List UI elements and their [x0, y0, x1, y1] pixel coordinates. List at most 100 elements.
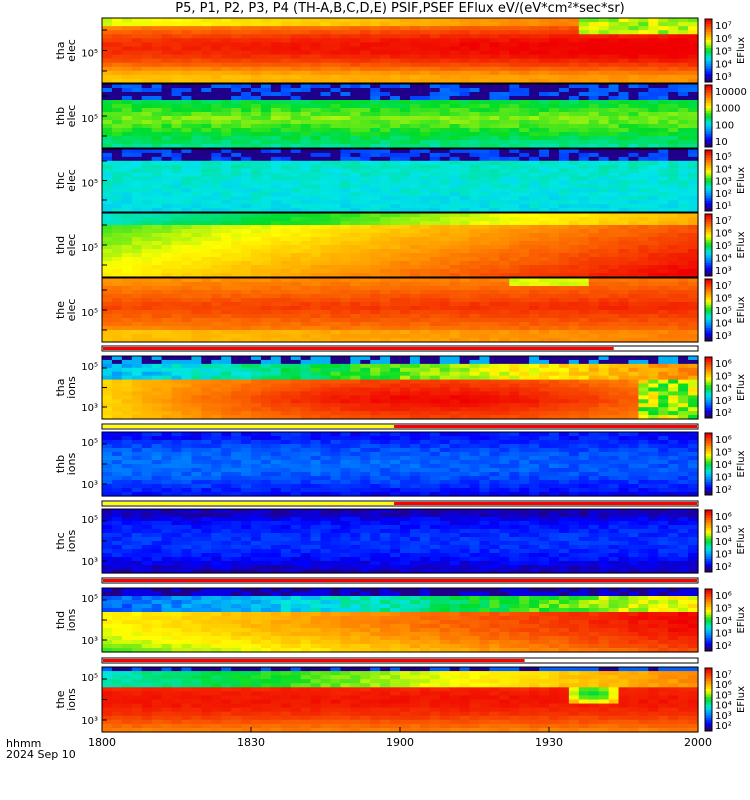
heatmap-cell — [370, 38, 381, 43]
heatmap-cell — [320, 233, 332, 238]
heatmap-cell — [568, 88, 580, 93]
heatmap-cell — [628, 326, 639, 331]
heatmap-cell — [588, 66, 600, 72]
heatmap-cell — [231, 237, 242, 242]
heatmap-cell — [131, 172, 143, 178]
heatmap-cell — [549, 100, 560, 105]
heatmap-cell — [479, 160, 490, 166]
heatmap-cell — [529, 192, 540, 197]
heatmap-cell — [340, 78, 351, 84]
heatmap-cell — [370, 112, 381, 117]
heatmap-cell — [499, 290, 510, 295]
heatmap-cell — [558, 30, 570, 35]
heatmap-cell — [578, 116, 590, 121]
heatmap-cell — [479, 221, 490, 226]
heatmap-cell — [290, 245, 302, 250]
heatmap-cell — [370, 152, 381, 158]
heatmap-cell — [598, 26, 610, 31]
heatmap-cell — [350, 273, 361, 278]
heatmap-cell — [350, 290, 361, 295]
heatmap-cell — [131, 92, 143, 97]
heatmap-cell — [608, 204, 620, 209]
heatmap-cell — [449, 168, 461, 174]
heatmap-cell — [300, 116, 312, 121]
heatmap-cell — [648, 290, 659, 295]
heatmap-cell — [251, 237, 262, 242]
heatmap-cell — [549, 46, 560, 52]
heatmap-cell — [211, 241, 222, 246]
heatmap-cell — [151, 314, 163, 319]
heatmap-cell — [578, 22, 590, 27]
heatmap-cell — [251, 269, 262, 274]
heatmap-cell — [260, 104, 272, 109]
heatmap-cell — [231, 74, 242, 80]
heatmap-cell — [558, 58, 570, 64]
heatmap-cell — [231, 310, 242, 315]
heatmap-cell — [350, 18, 361, 23]
heatmap-cell — [429, 314, 441, 319]
heatmap-cell — [598, 124, 610, 129]
heatmap-cell — [598, 184, 610, 189]
heatmap-cell — [121, 74, 133, 80]
colorbar-swatch — [705, 299, 712, 303]
heatmap-cell — [459, 132, 471, 137]
heatmap-cell — [340, 18, 351, 23]
heatmap-cell — [201, 66, 212, 72]
heatmap-cell — [191, 156, 202, 162]
heatmap-cell — [568, 290, 580, 295]
heatmap-cell — [638, 217, 649, 222]
heatmap-cell — [330, 278, 341, 283]
heatmap-cell — [330, 286, 341, 291]
colorbar-swatch — [705, 63, 712, 67]
heatmap-cell — [171, 192, 183, 197]
heatmap-cell — [568, 233, 580, 238]
heatmap-cell — [658, 326, 669, 331]
colorbar-swatch — [705, 85, 712, 89]
heatmap-cell — [638, 160, 649, 166]
heatmap-cell — [330, 257, 341, 262]
heatmap-cell — [102, 172, 113, 178]
heatmap-cell — [489, 18, 500, 23]
heatmap-cell — [111, 245, 123, 250]
heatmap-cell — [241, 326, 252, 331]
heatmap-cell — [618, 58, 630, 64]
heatmap-cell — [251, 96, 262, 101]
heatmap-cell — [529, 96, 540, 101]
heatmap-cell — [141, 282, 153, 287]
heatmap-cell — [678, 112, 689, 117]
heatmap-cell — [370, 298, 381, 303]
heatmap-cell — [459, 180, 471, 186]
heatmap-cell — [439, 92, 451, 97]
heatmap-cell — [539, 42, 550, 48]
heatmap-cell — [668, 229, 679, 234]
heatmap-cell — [648, 322, 659, 327]
heatmap-cell — [618, 249, 630, 254]
heatmap-cell — [668, 100, 679, 105]
heatmap-cell — [588, 261, 600, 266]
heatmap-cell — [678, 229, 689, 234]
heatmap-cell — [350, 310, 361, 315]
heatmap-cell — [300, 128, 312, 133]
heatmap-cell — [628, 221, 639, 226]
heatmap-cell — [221, 294, 232, 299]
heatmap-cell — [409, 132, 421, 137]
heatmap-cell — [638, 88, 649, 93]
heatmap-cell — [251, 140, 262, 145]
heatmap-cell — [678, 176, 689, 182]
heatmap-cell — [449, 74, 461, 80]
heatmap-cell — [260, 290, 272, 295]
heatmap-cell — [211, 46, 222, 52]
heatmap-cell — [181, 229, 192, 234]
heatmap-cell — [290, 96, 302, 101]
heatmap-cell — [558, 338, 570, 343]
heatmap-cell — [241, 273, 252, 278]
heatmap-cell — [181, 294, 192, 299]
heatmap-cell — [678, 217, 689, 222]
heatmap-cell — [251, 108, 262, 113]
heatmap-cell — [618, 192, 630, 197]
heatmap-cell — [628, 22, 639, 27]
heatmap-cell — [400, 149, 411, 154]
heatmap-cell — [171, 34, 183, 39]
heatmap-cell — [320, 108, 332, 113]
heatmap-cell — [558, 213, 570, 218]
